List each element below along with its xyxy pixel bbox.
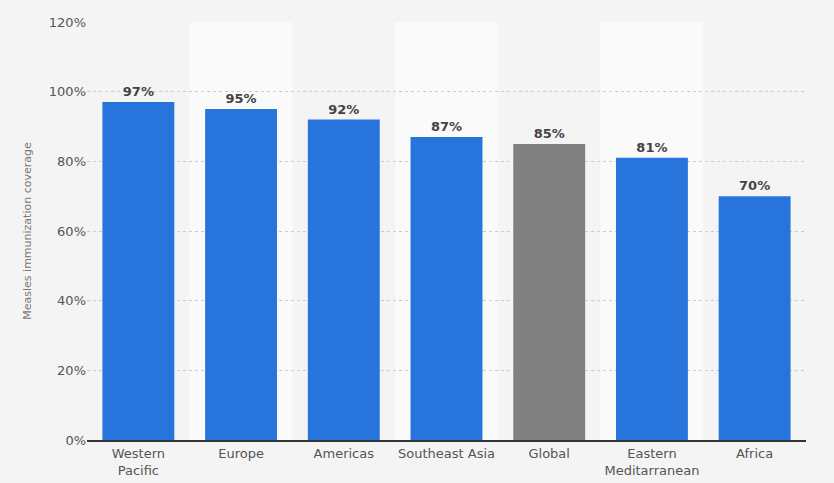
svg-text:20%: 20% <box>57 363 86 378</box>
svg-text:97%: 97% <box>123 84 154 99</box>
svg-text:Global: Global <box>528 446 569 461</box>
svg-text:120%: 120% <box>49 15 86 30</box>
svg-text:85%: 85% <box>534 126 565 141</box>
svg-text:Southeast Asia: Southeast Asia <box>398 446 495 461</box>
svg-text:81%: 81% <box>636 140 667 155</box>
svg-text:40%: 40% <box>57 293 86 308</box>
svg-text:Africa: Africa <box>736 446 773 461</box>
svg-text:70%: 70% <box>739 178 770 193</box>
svg-text:WesternPacific: WesternPacific <box>112 446 165 478</box>
svg-text:95%: 95% <box>226 91 257 106</box>
svg-text:0%: 0% <box>65 433 86 448</box>
svg-text:60%: 60% <box>57 224 86 239</box>
svg-text:Americas: Americas <box>314 446 375 461</box>
svg-text:100%: 100% <box>49 84 86 99</box>
svg-text:80%: 80% <box>57 154 86 169</box>
svg-text:92%: 92% <box>328 102 359 117</box>
svg-text:EasternMeditarranean: EasternMeditarranean <box>604 446 699 478</box>
svg-text:Europe: Europe <box>218 446 264 461</box>
svg-text:Measles immunization coverage: Measles immunization coverage <box>21 142 34 320</box>
svg-text:87%: 87% <box>431 119 462 134</box>
